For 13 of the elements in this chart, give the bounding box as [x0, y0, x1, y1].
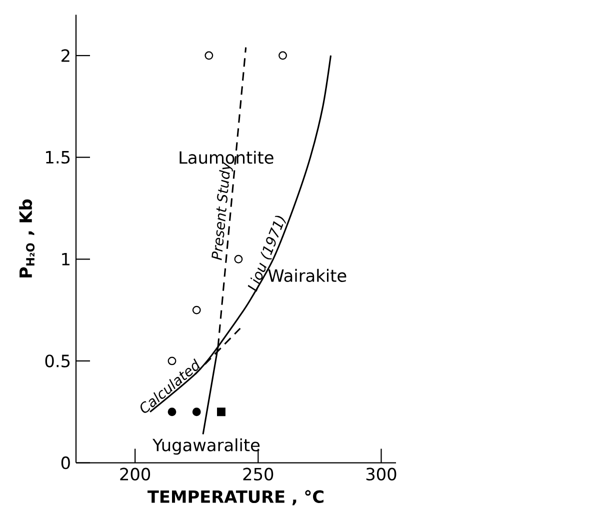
- y-tick-label: 0: [61, 456, 70, 470]
- annotation: Yugawaralite: [152, 438, 260, 455]
- x-axis-title: TEMPERATURE , °C: [148, 490, 324, 506]
- y-tick-label: 1: [62, 253, 70, 266]
- annotation: Wairakite: [268, 268, 346, 282]
- y-tick-label: 1.5: [46, 151, 70, 164]
- y-tick-label: 0.5: [45, 354, 70, 368]
- x-tick-label: 250: [243, 468, 274, 481]
- text: P$_{H₂O}$ , Kb: [19, 199, 35, 278]
- y-tick-label: 2: [62, 49, 70, 62]
- annotation: Laumontite: [180, 150, 274, 164]
- x-tick-label: 200: [120, 468, 150, 481]
- x-tick-label: 300: [366, 468, 396, 481]
